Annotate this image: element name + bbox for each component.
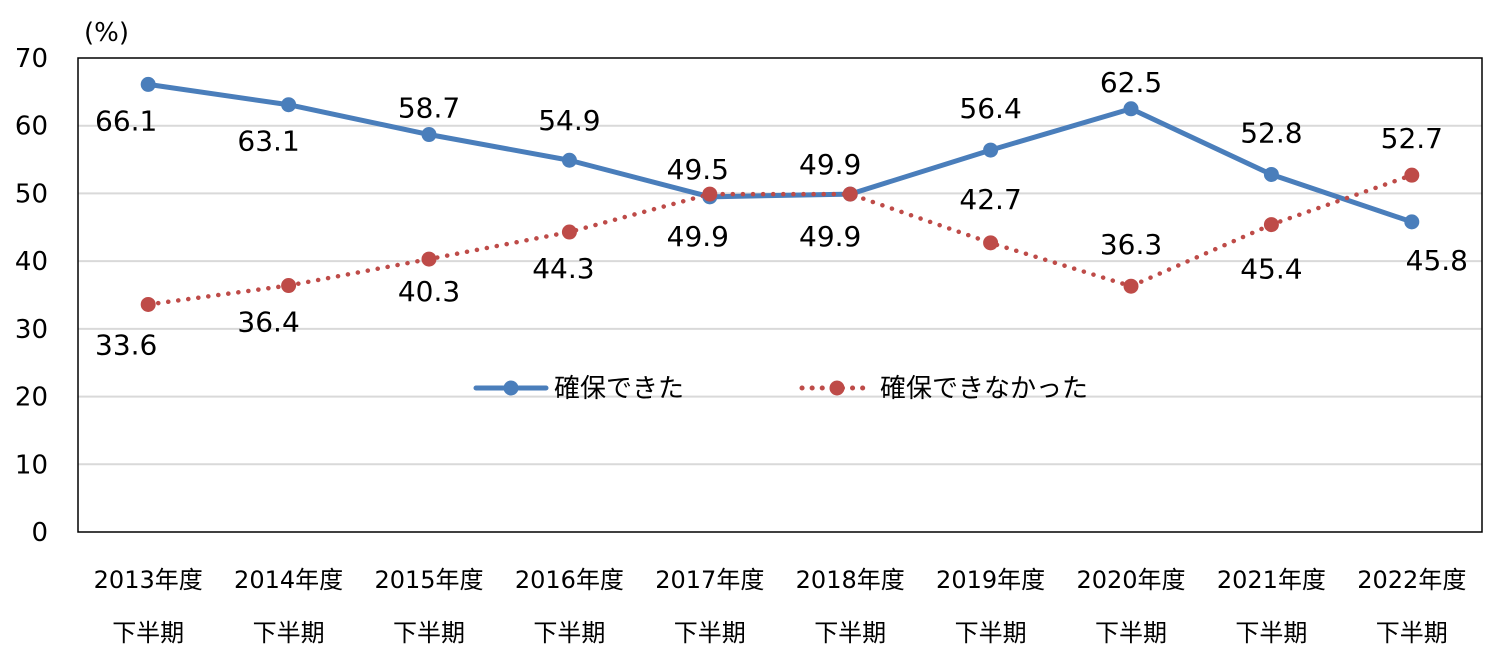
series-2-marker-9	[1404, 167, 1420, 183]
x-category-label-9-line-1: 2022年度	[1357, 566, 1466, 594]
x-category-label-0-line-2: 下半期	[112, 619, 184, 647]
legend-label-1: 確保できた	[554, 374, 684, 404]
x-category-label-9-line-2: 下半期	[1376, 619, 1448, 647]
series-2-marker-5	[842, 186, 858, 202]
data-label-series-2-6: 42.7	[959, 183, 1021, 216]
x-category-label-4-line-1: 2017年度	[655, 566, 764, 594]
series-2-marker-8	[1263, 217, 1279, 233]
series-1-marker-7	[1123, 101, 1139, 117]
series-1-marker-2	[421, 127, 437, 143]
y-tick-label-40: 40	[15, 247, 48, 277]
x-category-label-6-line-1: 2019年度	[936, 566, 1045, 594]
data-label-series-1-3: 54.9	[538, 104, 600, 137]
y-tick-label-0: 0	[31, 518, 48, 548]
y-tick-label-30: 30	[15, 315, 48, 345]
series-2-marker-4	[702, 186, 718, 202]
legend-label-2: 確保できなかった	[880, 374, 1088, 404]
series-2-marker-1	[281, 278, 297, 294]
legend-item-2: 確保できなかった	[799, 374, 1088, 404]
series-1-marker-9	[1404, 214, 1420, 230]
data-label-series-2-2: 40.3	[398, 275, 460, 308]
series-2-marker-6	[983, 235, 999, 251]
y-tick-label-10: 10	[15, 450, 48, 480]
x-category-label-7-line-1: 2020年度	[1076, 566, 1185, 594]
series-1-marker-3	[561, 152, 577, 168]
data-labels: 66.1 63.1 58.7 54.9 49.5 49.9 56.4 62.5 52.8 45.8…	[95, 66, 1468, 362]
data-label-series-1-2: 58.7	[398, 92, 460, 125]
data-label-series-1-4: 49.5	[667, 153, 729, 186]
x-category-label-1-line-1: 2014年度	[234, 566, 343, 594]
y-tick-label-50: 50	[15, 179, 48, 209]
series-1-marker-0	[140, 76, 156, 92]
y-axis-unit-label: (%)	[84, 18, 129, 48]
x-category-label-3-line-1: 2016年度	[515, 566, 624, 594]
data-label-series-1-8: 52.8	[1240, 116, 1302, 149]
x-category-label-5-line-2: 下半期	[814, 619, 886, 647]
x-category-label-6-line-2: 下半期	[955, 619, 1027, 647]
series-1-marker-1	[281, 97, 297, 113]
y-tick-label-70: 70	[15, 44, 48, 74]
x-category-label-4-line-2: 下半期	[674, 619, 746, 647]
x-category-label-3-line-2: 下半期	[533, 619, 605, 647]
series-1-marker-8	[1263, 166, 1279, 182]
x-category-label-8-line-1: 2021年度	[1217, 566, 1326, 594]
x-category-label-2-line-1: 2015年度	[374, 566, 483, 594]
data-label-series-2-4: 49.9	[667, 220, 729, 253]
series-2-marker-7	[1123, 278, 1139, 294]
series-lines	[145, 81, 1415, 307]
x-category-label-7-line-2: 下半期	[1095, 619, 1167, 647]
x-category-label-0-line-1: 2013年度	[94, 566, 203, 594]
legend-swatch-marker-1	[503, 380, 519, 396]
legend-item-1: 確保できた	[473, 374, 684, 404]
x-axis-category-labels: 2013年度下半期2014年度下半期2015年度下半期2016年度下半期2017…	[94, 566, 1467, 647]
y-tick-label-60: 60	[15, 112, 48, 142]
data-label-series-2-1: 36.4	[237, 306, 299, 339]
data-label-series-2-8: 45.4	[1240, 253, 1302, 286]
x-category-label-1-line-2: 下半期	[253, 619, 325, 647]
series-2-marker-3	[561, 224, 577, 240]
data-label-series-2-7: 36.3	[1100, 228, 1162, 261]
data-label-series-1-1: 63.1	[237, 125, 299, 158]
data-label-series-1-0: 66.1	[95, 104, 157, 137]
data-label-series-2-5: 49.9	[799, 220, 861, 253]
series-line-2	[145, 172, 1415, 307]
legend: 確保できた 確保できなかった	[473, 374, 1088, 404]
data-label-series-1-5: 49.9	[799, 148, 861, 181]
series-2-marker-2	[421, 251, 437, 267]
data-label-series-1-6: 56.4	[959, 92, 1021, 125]
data-label-series-2-0: 33.6	[95, 328, 157, 361]
series-2-marker-0	[140, 296, 156, 312]
plot-area-border	[77, 57, 1483, 533]
series-markers	[140, 76, 1420, 312]
data-label-series-2-9: 52.7	[1381, 122, 1443, 155]
data-label-series-1-9: 45.8	[1406, 244, 1468, 277]
legend-swatch-marker-2	[829, 380, 845, 396]
y-tick-label-20: 20	[15, 383, 48, 413]
series-line-1	[145, 81, 1415, 225]
series-1-marker-6	[983, 142, 999, 158]
data-label-series-1-7: 62.5	[1100, 66, 1162, 99]
x-category-label-8-line-2: 下半期	[1235, 619, 1307, 647]
x-category-label-2-line-2: 下半期	[393, 619, 465, 647]
data-label-series-2-3: 44.3	[532, 252, 594, 285]
x-category-label-5-line-1: 2018年度	[796, 566, 905, 594]
y-axis-tick-labels: 0 10 20 30 40 50 60 70	[15, 44, 48, 548]
